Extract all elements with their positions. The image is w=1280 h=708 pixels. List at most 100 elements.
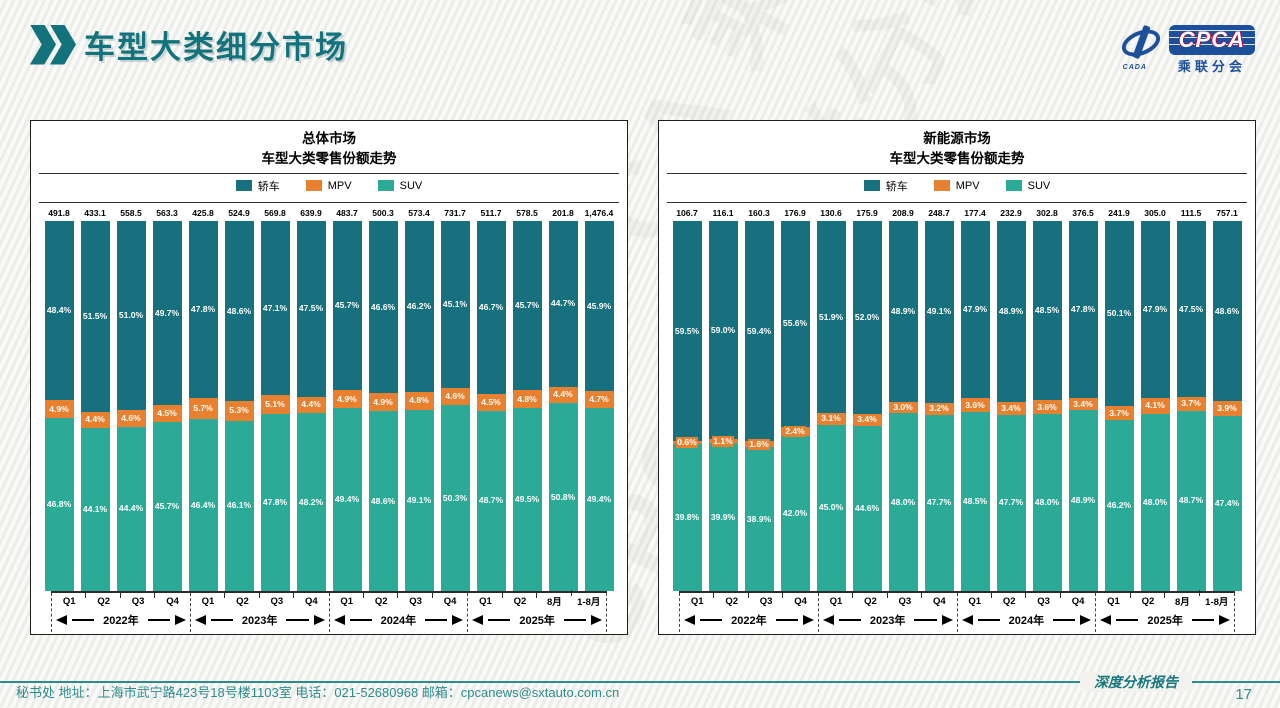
chart-plot: 491.8 433.1 558.5 563.3 425.8 524.9 569.8 639.9… [31,203,627,633]
bar-segment-value: 3.1% [820,413,842,425]
axis-year-group: Q1 Q2 Q3 Q4 2023年 [817,591,957,633]
axis-year-group: Q1 Q2 Q3 Q4 2024年 [328,591,468,633]
chart-title: 新能源市场 车型大类零售份额走势 [659,121,1255,168]
bar-segment-value: 48.7% [477,495,505,507]
bar-segment-value: 4.5% [156,408,178,420]
stacked-bar: 50.1% 3.7% 46.2% [1104,221,1134,592]
bar-segment-value: 48.9% [1069,495,1097,507]
axis-year-group: Q1 Q2 8月 1-8月 2025年 [467,590,607,633]
stacked-bar: 59.4% 1.6% 38.9% [744,221,774,592]
bar-segment-value: 3.4% [1072,398,1094,410]
bar-segment-MPV: 4.8% [404,391,434,410]
bar-segment-SUV: 39.8% [672,443,702,592]
bar-segment-value: 3.4% [1000,402,1022,414]
bar-segment-轿车: 44.7% [548,221,578,387]
bar-segment-value: 49.7% [153,307,181,319]
bar-segment-轿车: 47.1% [260,221,290,396]
bar-segment-value: 3.9% [1216,402,1238,414]
bar-segment-value: 49.1% [925,306,953,318]
legend-label: 轿车 [257,180,280,193]
axis-category-label: Q2 [1131,591,1166,607]
legend-swatch [377,180,394,192]
double-chevron-icon [30,24,76,65]
bar-total-label: 160.3 [748,208,770,219]
bar-segment-轿车: 49.7% [152,221,182,406]
arrow-left-icon [194,615,206,626]
bar-segment-value: 46.6% [369,301,397,313]
bar-segment-value: 5.1% [264,399,286,411]
bar-segment-value: 48.7% [1177,495,1205,507]
bar-total-label: 558.5 [120,208,142,219]
cpca-emblem-icon: CADA [1117,24,1165,71]
bar-segment-MPV: 0.6% [672,437,702,449]
bar-segment-MPV: 4.7% [584,390,614,409]
bar-segment-value: 4.6% [120,412,142,424]
bar-segment-MPV: 3.7% [1104,406,1134,421]
arrow-left-icon [822,615,834,626]
bar-segment-轿车: 51.5% [80,221,110,412]
divider [39,173,619,175]
bar-segment-value: 4.9% [336,393,358,405]
arrow-right-icon [452,615,464,626]
axis-category-label: 8月 [1165,590,1201,608]
bar-segment-value: 45.0% [817,502,845,514]
bar-segment-value: 47.1% [261,302,289,314]
stacked-bar: 55.6% 2.4% 42.0% [780,221,810,592]
arrow-right-icon [802,615,814,626]
slide-footer: 深度分析报告 秘书处 地址：上海市武宁路423号18号楼1103室 电话：021… [0,668,1280,708]
bar-segment-SUV: 48.0% [1140,413,1170,592]
bar-segment-value: 1.1% [712,435,734,447]
axis-category-label: Q3 [1026,591,1062,607]
bar-segment-SUV: 47.8% [260,414,290,592]
stacked-bar: 47.8% 5.7% 46.4% [188,221,218,592]
bar-segment-value: 46.2% [405,301,433,312]
bar-segment-轿车: 59.4% [744,221,774,442]
bar-total-label: 573.4 [408,208,430,219]
bar-segment-value: 45.7% [333,300,361,312]
arrow-right-icon [1080,615,1092,626]
axis-category-label: Q3 [398,591,434,607]
bar-segment-value: 59.5% [673,325,701,337]
stacked-bar: 49.1% 3.2% 47.7% [924,221,954,592]
bar-segment-MPV: 4.4% [80,411,110,428]
bar-total-label: 563.3 [156,208,178,219]
bar-segment-SUV: 48.5% [960,411,990,592]
totals-row: 106.7 116.1 160.3 176.9 130.6 175.9 208.9 248.7… [669,205,1245,221]
arrow-right-icon [591,615,603,626]
bar-segment-value: 39.9% [709,511,737,523]
bar-segment-value: 47.8% [1069,303,1097,315]
stacked-bar: 46.7% 4.5% 48.7% [476,221,506,592]
axis-category-label: Q3 [749,591,784,607]
page-title: 车型大类细分市场 [84,30,348,65]
bar-segment-value: 51.0% [117,309,145,321]
bar-segment-value: 46.8% [45,499,73,511]
bar-segment-MPV: 4.1% [1140,398,1170,414]
axis-year-group: Q1 Q2 Q3 Q4 2023年 [189,591,329,633]
bar-segment-value: 4.9% [48,403,70,415]
bar-segment-value: 49.5% [513,494,541,506]
page-number: 17 [1235,686,1252,703]
bar-total-label: 376.5 [1072,208,1094,219]
bar-segment-轿车: 45.1% [440,221,470,388]
bar-total-label: 425.8 [192,208,214,219]
stacked-bar: 48.6% 3.9% 47.4% [1212,221,1242,592]
bar-total-label: 500.3 [372,208,394,219]
bar-segment-SUV: 49.5% [512,407,542,592]
logo-acronym: CPCA [1178,27,1245,52]
bar-segment-SUV: 48.9% [1068,410,1098,592]
bar-segment-value: 48.9% [889,306,917,318]
chart-panel-nev-market: 新能源市场 车型大类零售份额走势 轿车 MPV SUV 106.7 116.1 160.… [658,120,1256,635]
bar-segment-value: 47.7% [997,497,1025,509]
bar-segment-value: 50.1% [1105,308,1133,320]
bar-segment-MPV: 3.0% [888,402,918,414]
bar-segment-SUV: 48.0% [1032,413,1062,592]
bar-segment-value: 50.8% [549,491,577,503]
bar-total-label: 578.5 [516,208,538,219]
bar-total-label: 511.7 [480,208,502,219]
bar-segment-value: 51.9% [817,311,845,323]
bar-segment-轿车: 47.9% [1140,221,1170,399]
stacked-bar: 59.5% 0.6% 39.8% [672,221,702,592]
bar-segment-value: 45.1% [441,299,469,311]
bar-segment-MPV: 4.5% [152,405,182,422]
stacked-bar: 47.9% 4.1% 48.0% [1140,221,1170,592]
